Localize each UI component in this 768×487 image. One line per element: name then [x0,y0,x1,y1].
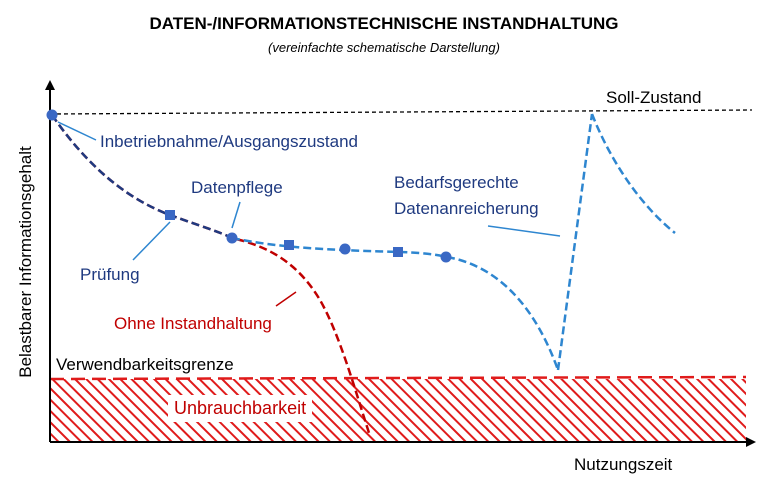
no-maintenance-label: Ohne Instandhaltung [114,314,272,333]
diagram-subtitle: (vereinfachte schematische Darstellung) [268,40,500,55]
maintained-curve-navy [50,114,233,240]
x-axis-label: Nutzungszeit [574,455,673,474]
target-state-line [49,109,753,115]
diagram-title: DATEN-/INFORMATIONSTECHNISCHE INSTANDHAL… [149,14,619,33]
pointer-bedarf [487,225,561,237]
unusable-label: Unbrauchbarkeit [168,395,313,422]
enrichment-rise [556,113,594,371]
marker-start [46,109,58,121]
post-enrichment-decay [590,113,676,234]
marker-pruefung-1 [165,210,175,220]
y-axis-label: Belastbarer Informationsgehalt [16,146,35,378]
pruefung-label: Prüfung [80,265,140,284]
maintained-curve-blue [231,236,560,371]
pointer-start [57,121,97,141]
marker-pruefung-2 [284,240,294,250]
start-label: Inbetriebnahme/Ausgangszustand [100,132,359,151]
pointer-datenpflege [231,201,241,229]
enrichment-label-line2: Datenanreicherung [394,199,539,218]
marker-datenpflege-3 [440,251,452,263]
target-state-label: Soll-Zustand [606,88,702,107]
marker-pruefung-3 [393,247,403,257]
datenpflege-label: Datenpflege [191,178,283,197]
unusable-zone [50,379,746,442]
usability-limit-line [49,375,747,381]
pointer-ohne [275,291,297,307]
pointer-pruefung [132,221,171,261]
marker-datenpflege-2 [339,243,351,255]
marker-datenpflege-1 [226,232,238,244]
enrichment-label-line1: Bedarfsgerechte [394,173,519,192]
usability-limit-label: Verwendbarkeitsgrenze [56,355,234,374]
